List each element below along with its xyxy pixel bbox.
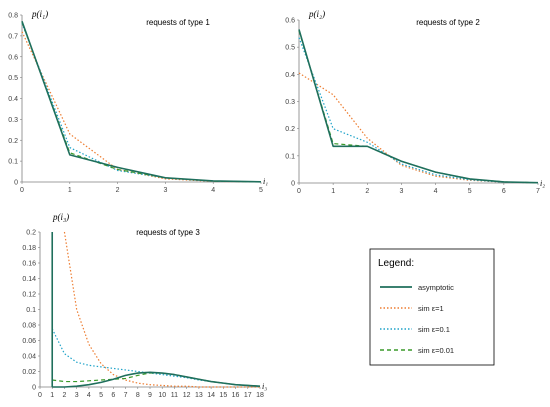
x-tick-label: 3 xyxy=(399,188,403,195)
x-tick-label: 13 xyxy=(195,392,203,399)
chart-1-ylabel: p(i₁) xyxy=(31,9,48,19)
y-tick-label: 0.5 xyxy=(285,45,295,52)
legend-item-label: sim ε=0.01 xyxy=(418,346,454,355)
chart-3-title: requests of type 3 xyxy=(136,228,200,237)
y-tick-label: 0.14 xyxy=(22,276,36,283)
y-tick-label: 0.5 xyxy=(8,75,18,82)
legend-box xyxy=(369,248,495,366)
legend-item-label: sim ε=0.1 xyxy=(418,325,450,334)
y-tick-label: 0.1 xyxy=(8,159,18,166)
chart-2-xlabel: i₂ xyxy=(540,179,545,188)
y-tick-label: 0.4 xyxy=(8,96,18,103)
chart-type-2: requests of type 2 p(i₂) i₂ 0 0.1 0.2 0.3 0.… xyxy=(285,9,545,195)
y-tick-label: 0.1 xyxy=(26,307,36,314)
y-tick-label: 0.6 xyxy=(285,18,295,25)
x-tick-label: 16 xyxy=(232,392,240,399)
series-line-sim-0-1 xyxy=(298,37,539,184)
legend-item-label: asymptotic xyxy=(418,283,454,292)
legend-item-label: sim ε=1 xyxy=(418,304,444,313)
series-line-sim-0-01 xyxy=(298,30,539,184)
x-tick-label: 12 xyxy=(183,392,191,399)
y-tick-label: 0.2 xyxy=(26,230,36,237)
x-tick-label: 5 xyxy=(99,392,103,399)
y-tick-label: 0.7 xyxy=(8,33,18,40)
x-tick-label: 4 xyxy=(211,187,215,194)
x-tick-label: 10 xyxy=(158,392,166,399)
y-tick-label: 0 xyxy=(32,385,36,392)
x-tick-label: 3 xyxy=(163,187,167,194)
y-tick-label: 0.02 xyxy=(22,369,36,376)
x-tick-label: 2 xyxy=(62,392,66,399)
y-tick-label: 0.8 xyxy=(8,13,18,20)
x-tick-label: 1 xyxy=(50,392,54,399)
series-line-sim-0-1 xyxy=(21,23,262,183)
series-line-sim-1 xyxy=(21,31,262,183)
y-tick-label: 0.3 xyxy=(8,117,18,124)
x-tick-label: 5 xyxy=(259,187,263,194)
x-tick-label: 4 xyxy=(434,188,438,195)
x-tick-label: 11 xyxy=(171,392,178,399)
x-tick-label: 2 xyxy=(116,187,120,194)
y-tick-label: 0 xyxy=(14,180,18,187)
y-tick-label: 0.1 xyxy=(285,153,295,160)
x-tick-label: 1 xyxy=(68,187,72,194)
series-line-asymptotic xyxy=(298,29,539,184)
x-tick-label: 9 xyxy=(148,392,152,399)
chart-1-title: requests of type 1 xyxy=(146,18,210,27)
x-tick-label: 18 xyxy=(256,392,264,399)
y-tick-label: 0.3 xyxy=(285,99,295,106)
y-tick-label: 0.08 xyxy=(22,323,36,330)
series-line-sim-1 xyxy=(63,231,260,388)
x-tick-label: 1 xyxy=(331,188,335,195)
legend-title: Legend: xyxy=(378,258,414,269)
x-tick-label: 7 xyxy=(124,392,128,399)
x-tick-label: 14 xyxy=(207,392,215,399)
x-tick-label: 2 xyxy=(365,188,369,195)
series-line-asymptotic xyxy=(21,20,262,183)
chart-2-title: requests of type 2 xyxy=(416,18,480,27)
series-line-asymptotic xyxy=(52,371,261,388)
chart-3-ylabel: p(i₃) xyxy=(52,212,69,222)
x-tick-label: 0 xyxy=(297,188,301,195)
chart-1-xlabel: i₁ xyxy=(263,177,268,186)
x-tick-label: 5 xyxy=(468,188,472,195)
chart-type-3: requests of type 3 p(i₃) i₃ 0 0.02 0.04 0.0… xyxy=(22,212,267,399)
y-tick-label: 0.12 xyxy=(22,292,36,299)
y-tick-label: 0.18 xyxy=(22,245,36,252)
legend: Legend: asymptotic sim ε=1 sim ε=0.1 sim ε=… xyxy=(369,248,495,366)
x-tick-label: 6 xyxy=(111,392,115,399)
x-tick-label: 4 xyxy=(87,392,91,399)
y-tick-label: 0 xyxy=(291,181,295,188)
series-line-sim-0-01 xyxy=(21,22,262,183)
x-tick-label: 0 xyxy=(38,392,42,399)
chart-type-1: requests of type 1 p(i₁) i₁ 0 0.1 0.2 0.3 0.… xyxy=(8,9,268,194)
y-tick-label: 0.2 xyxy=(285,126,295,133)
chart-3-xlabel: i₃ xyxy=(262,382,267,391)
y-tick-label: 0.16 xyxy=(22,261,36,268)
chart-2-ylabel: p(i₂) xyxy=(308,9,325,19)
x-tick-label: 6 xyxy=(502,188,506,195)
y-tick-label: 0.2 xyxy=(8,138,18,145)
x-tick-label: 8 xyxy=(136,392,140,399)
y-tick-label: 0.4 xyxy=(285,72,295,79)
x-tick-label: 7 xyxy=(536,188,540,195)
y-tick-label: 0.06 xyxy=(22,338,36,345)
x-tick-label: 15 xyxy=(219,392,227,399)
y-tick-label: 0.04 xyxy=(22,354,36,361)
x-tick-label: 17 xyxy=(244,392,252,399)
series-line-sim-0-1 xyxy=(51,328,261,387)
x-tick-label: 0 xyxy=(20,187,24,194)
y-tick-label: 0.6 xyxy=(8,54,18,61)
x-tick-label: 3 xyxy=(75,392,79,399)
